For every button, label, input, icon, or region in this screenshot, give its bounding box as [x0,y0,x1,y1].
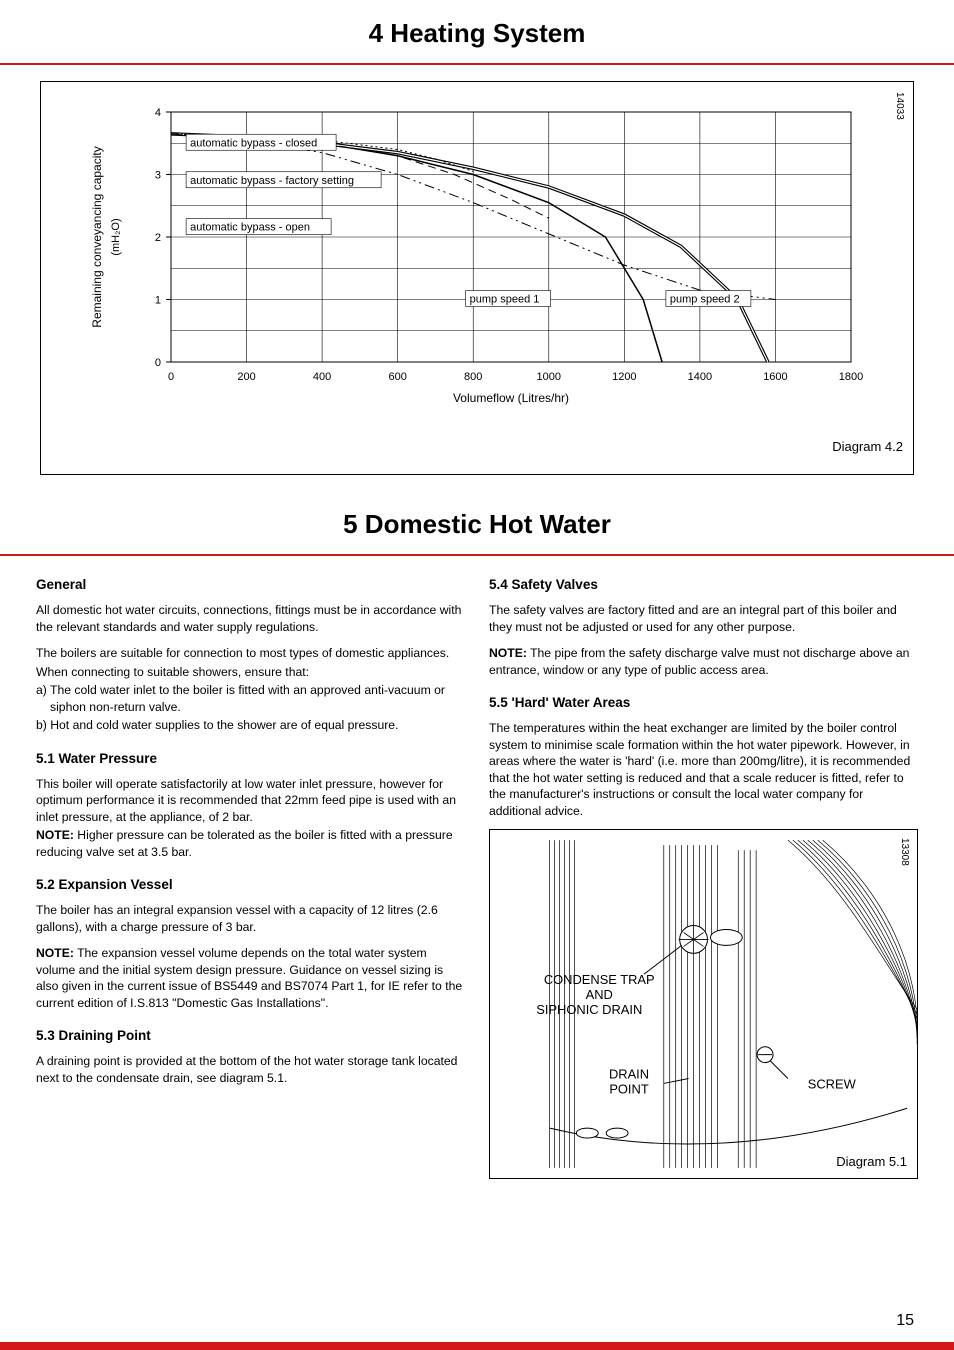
heading-5-3: 5.3 Draining Point [36,1027,465,1045]
divider-line [0,63,954,65]
p53: A draining point is provided at the bott… [36,1053,465,1086]
svg-text:Volumeflow (Litres/hr): Volumeflow (Litres/hr) [453,391,569,405]
svg-text:pump speed 1: pump speed 1 [470,294,540,306]
svg-text:600: 600 [388,371,406,383]
svg-text:automatic bypass - open: automatic bypass - open [190,222,310,234]
item-b: b) Hot and cold water supplies to the sh… [36,717,465,733]
general-p1: All domestic hot water circuits, connect… [36,602,465,635]
svg-text:1800: 1800 [839,371,863,383]
svg-text:1400: 1400 [688,371,712,383]
general-p2: The boilers are suitable for connection … [36,645,465,661]
note-label: NOTE: [36,828,74,842]
svg-text:(mH₂O): (mH₂O) [110,218,122,255]
section-5-title: 5 Domestic Hot Water [0,495,954,554]
svg-text:2: 2 [155,232,161,244]
p54: The safety valves are factory fitted and… [489,602,918,635]
divider-line [0,554,954,556]
note-5-2: NOTE: The expansion vessel volume depend… [36,945,465,1011]
svg-text:automatic bypass - closed: automatic bypass - closed [190,137,317,149]
note-text: The expansion vessel volume depends on t… [36,946,462,1009]
diagram-4-2-container: 14033 0200400600800100012001400160018000… [40,81,914,475]
svg-text:3: 3 [155,170,161,182]
drain-diagram: CONDENSE TRAPANDSIPHONIC DRAIN DRAINPOINT… [490,830,917,1178]
svg-text:1200: 1200 [612,371,636,383]
svg-text:0: 0 [155,357,161,369]
body-columns: General All domestic hot water circuits,… [0,572,954,1179]
svg-text:pump speed 2: pump speed 2 [670,294,740,306]
svg-text:automatic bypass - factory set: automatic bypass - factory setting [190,175,354,187]
svg-text:CONDENSE TRAP: CONDENSE TRAP [544,972,655,987]
svg-text:1000: 1000 [537,371,561,383]
svg-text:0: 0 [168,371,174,383]
note-5-1: NOTE: Higher pressure can be tolerated a… [36,827,465,860]
heading-5-2: 5.2 Expansion Vessel [36,876,465,894]
svg-text:SIPHONIC DRAIN: SIPHONIC DRAIN [536,1002,642,1017]
general-heading: General [36,576,465,594]
note-label: NOTE: [489,646,527,660]
svg-text:AND: AND [586,987,613,1002]
right-column: 5.4 Safety Valves The safety valves are … [489,572,918,1179]
chart-id-tag: 14033 [894,92,905,120]
p51a: This boiler will operate satisfactorily … [36,776,465,825]
general-p3: When connecting to suitable showers, ens… [36,664,465,680]
footer-bar [0,1342,954,1350]
svg-text:DRAIN: DRAIN [609,1067,649,1082]
svg-text:Remaining conveyancing capacit: Remaining conveyancing capacity [90,146,104,327]
note-label: NOTE: [36,946,74,960]
svg-text:1: 1 [155,295,161,307]
note-5-4: NOTE: The pipe from the safety discharge… [489,645,918,678]
heading-5-5: 5.5 'Hard' Water Areas [489,694,918,712]
section-4-title: 4 Heating System [0,0,954,63]
heading-5-4: 5.4 Safety Valves [489,576,918,594]
svg-text:400: 400 [313,371,331,383]
page-number: 15 [896,1312,914,1330]
p52a: The boiler has an integral expansion ves… [36,902,465,935]
diagram-5-1-container: 13308 CONDENSE TRAPANDSIPHONIC DRAIN DRAI… [489,829,918,1179]
svg-text:4: 4 [155,107,161,119]
left-column: General All domestic hot water circuits,… [36,572,465,1179]
diagram-5-1-caption: Diagram 5.1 [836,1153,907,1171]
p55: The temperatures within the heat exchang… [489,720,918,819]
note-text: Higher pressure can be tolerated as the … [36,828,453,858]
svg-text:SCREW: SCREW [808,1077,857,1092]
diagram-4-2-caption: Diagram 4.2 [71,439,903,454]
svg-text:POINT: POINT [609,1081,649,1096]
svg-text:200: 200 [237,371,255,383]
item-a: a) The cold water inlet to the boiler is… [36,682,465,715]
heading-5-1: 5.1 Water Pressure [36,750,465,768]
diagram-id-tag: 13308 [898,838,912,866]
pump-curve-chart: 0 200 400 600 800 1000 1200 1400 1600 1800 0 1 2 3 4 au… [71,92,871,422]
svg-text:800: 800 [464,371,482,383]
note-text: The pipe from the safety discharge valve… [489,646,909,676]
svg-text:1600: 1600 [763,371,787,383]
